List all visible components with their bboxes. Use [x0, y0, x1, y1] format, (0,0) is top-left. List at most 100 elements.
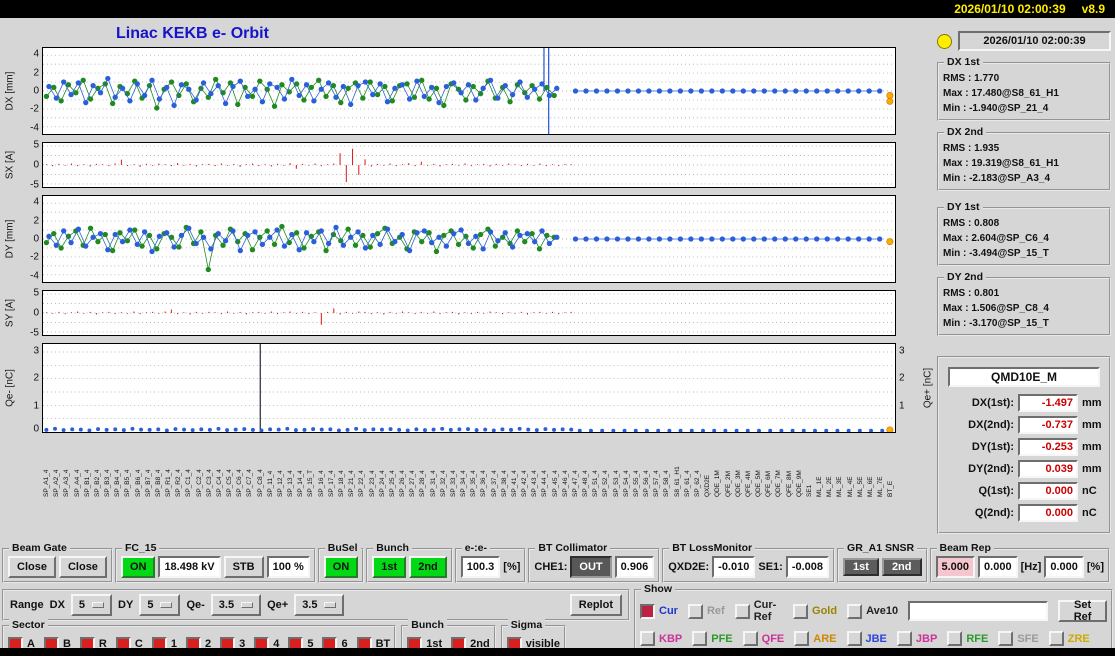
bpm-label: QFE_8M — [785, 470, 793, 497]
show-ave10-checkbox[interactable]: Ave10 — [847, 603, 898, 619]
bpm-label: SP_15_T — [307, 469, 315, 497]
bunch-2nd-checkbox[interactable]: 2nd — [451, 636, 490, 652]
checkbox-indicator[interactable] — [640, 631, 655, 646]
checkbox-indicator[interactable] — [734, 603, 750, 619]
sy-plot — [42, 290, 896, 336]
show-cur-checkbox[interactable]: Cur — [640, 603, 678, 619]
sigma-box: Sigma visible — [500, 619, 566, 656]
beam-gate-close-button[interactable]: Close — [58, 556, 107, 578]
show-pfe-checkbox[interactable]: PFE — [692, 631, 733, 646]
show-are-checkbox[interactable]: ARE — [794, 631, 837, 646]
y-tick-label: -2 — [30, 103, 39, 115]
checkbox-label: ZRE — [1067, 632, 1090, 645]
checkbox-indicator[interactable] — [640, 603, 655, 619]
stat-line: Min : -3.170@SP_15_T — [943, 318, 1049, 329]
dy-plot — [42, 195, 896, 283]
beam-gate-close-button[interactable]: Close — [8, 556, 56, 578]
bottom-bar — [0, 648, 1115, 656]
bpm-label: SP_33_4 — [449, 470, 457, 497]
checkbox-label: R — [98, 638, 107, 650]
checkbox-label: QFE — [761, 632, 785, 645]
gr-a1-snsr-1st-button[interactable]: 1st — [843, 558, 879, 576]
bt-lossmonitor-label: SE1: — [758, 561, 783, 573]
show-qfe-checkbox[interactable]: QFE — [742, 631, 785, 646]
checkbox-indicator[interactable] — [947, 631, 963, 646]
bpm-label: SP_B3_4 — [104, 469, 112, 497]
show-kbp-checkbox[interactable]: KBP — [640, 631, 682, 646]
stat-line: Max : 19.319@S8_61_H1 — [943, 158, 1059, 169]
bunch-2nd-indicator[interactable]: 2nd — [409, 556, 447, 578]
sigma-visible-checkbox[interactable]: visible — [506, 636, 560, 652]
set-ref-button[interactable]: Set Ref — [1058, 599, 1107, 623]
checkbox-indicator[interactable] — [847, 603, 863, 619]
show-zre-checkbox[interactable]: ZRE — [1048, 631, 1090, 646]
checkbox-label: SFE — [1017, 632, 1039, 645]
show-jbp-checkbox[interactable]: JBP — [896, 631, 937, 646]
show-sfe-checkbox[interactable]: SFE — [998, 631, 1039, 646]
selector-groups: Sector A B R C 1 2 3 4 5 6 BT Bunch 1st 2nd Sigma visi… — [2, 619, 630, 656]
show-gold-checkbox[interactable]: Gold — [793, 603, 837, 619]
bpm-label: SP_B7_4 — [144, 469, 152, 497]
checkbox-indicator[interactable] — [793, 603, 809, 619]
checkbox-indicator[interactable] — [687, 603, 703, 619]
bpm-label: SP_42_4 — [521, 470, 529, 497]
qmd-row-value: -0.737 — [1018, 416, 1078, 434]
checkbox-indicator[interactable] — [896, 631, 912, 646]
checkbox-indicator[interactable] — [692, 631, 708, 646]
qmd-row: Q(1st): 0.000 nC — [944, 482, 1104, 500]
qmd-row: DY(1st): -0.253 mm — [944, 438, 1104, 456]
group-bt-lossmonitor: BT LossMonitor QXD2E: -0.010 SE1: -0.008 — [662, 542, 836, 583]
group-items: CHE1: OUT 0.906 — [534, 556, 655, 578]
group-items: 5.000 0.000 [Hz] 0.000 [%] — [935, 556, 1104, 578]
group-label: BuSel — [324, 542, 361, 554]
fc-15-stb-button[interactable]: STB — [223, 556, 264, 578]
bpm-label: SP_A4_4 — [73, 469, 81, 497]
checkbox-indicator[interactable] — [846, 631, 862, 646]
bpm-label: SP_13_4 — [287, 470, 295, 497]
checkbox-indicator[interactable] — [998, 631, 1014, 646]
selection-row: Range DX 5 DY 5 Qe- 3.5 Qe+ 3.5 Replot Sector A B R C… — [2, 583, 1113, 656]
y2-axis-title-text: Qe+ [nC] — [922, 367, 934, 409]
busel-on-indicator[interactable]: ON — [323, 556, 359, 578]
bt-collimator-value-display: 0.906 — [614, 556, 655, 578]
reference-input[interactable] — [908, 601, 1049, 621]
y-axis-title: DX [mm] — [2, 47, 17, 135]
y-tick-label: 2 — [33, 67, 39, 79]
range-qe-dropdown[interactable]: 3.5 — [294, 594, 345, 616]
y-axis-title-text: SY [A] — [4, 298, 15, 328]
fc-15-on-indicator[interactable]: ON — [120, 556, 156, 578]
gr-a1-snsr-2nd-button[interactable]: 2nd — [881, 558, 922, 576]
bunch-1st-indicator[interactable]: 1st — [372, 556, 407, 578]
bpm-label: BT_E — [887, 480, 895, 497]
y-axis-title-text: DY [mm] — [4, 219, 15, 259]
group-label: DX 2nd — [944, 126, 987, 138]
range-qe-label: Qe- — [186, 599, 205, 611]
plot-row-sx: SX [A] 5 0 -5 — [2, 140, 936, 190]
checkbox-indicator[interactable] — [794, 631, 810, 646]
range-dy-dropdown[interactable]: 5 — [139, 594, 181, 616]
group-items: ON — [323, 556, 359, 578]
control-area: Beam Gate Close Close FC_15 ON 18.498 kV STB 10… — [0, 538, 1115, 656]
sy-plot-canvas — [43, 293, 895, 333]
range-dx-dropdown[interactable]: 5 — [70, 594, 113, 616]
group-items: 100.3 [%] — [460, 556, 520, 578]
checkbox-indicator[interactable] — [1048, 631, 1064, 646]
show-rfe-checkbox[interactable]: RFE — [947, 631, 988, 646]
bt-lossmonitor-value-display: -0.008 — [785, 556, 830, 578]
bpm-label: SP_52_4 — [602, 470, 610, 497]
right-spacer — [896, 142, 936, 188]
status-lamp — [937, 33, 952, 49]
qmd-row-unit: mm — [1082, 441, 1102, 453]
range-dy-label: DY — [118, 599, 134, 611]
sector-1-checkbox[interactable]: 1 — [151, 636, 177, 652]
show-cur-ref-checkbox[interactable]: Cur-Ref — [734, 599, 783, 623]
y-tick-label: 0 — [33, 423, 39, 434]
checkbox-indicator[interactable] — [742, 631, 758, 646]
qmd-row-label: DY(2nd): — [968, 463, 1014, 475]
bpm-label: SP_35_4 — [470, 470, 478, 497]
show-ref-checkbox[interactable]: Ref — [687, 603, 725, 619]
range-qe-dropdown[interactable]: 3.5 — [210, 594, 262, 616]
qmd-row-label: DY(1st): — [971, 441, 1014, 453]
replot-button[interactable]: Replot — [569, 594, 622, 616]
show-jbe-checkbox[interactable]: JBE — [846, 631, 887, 646]
